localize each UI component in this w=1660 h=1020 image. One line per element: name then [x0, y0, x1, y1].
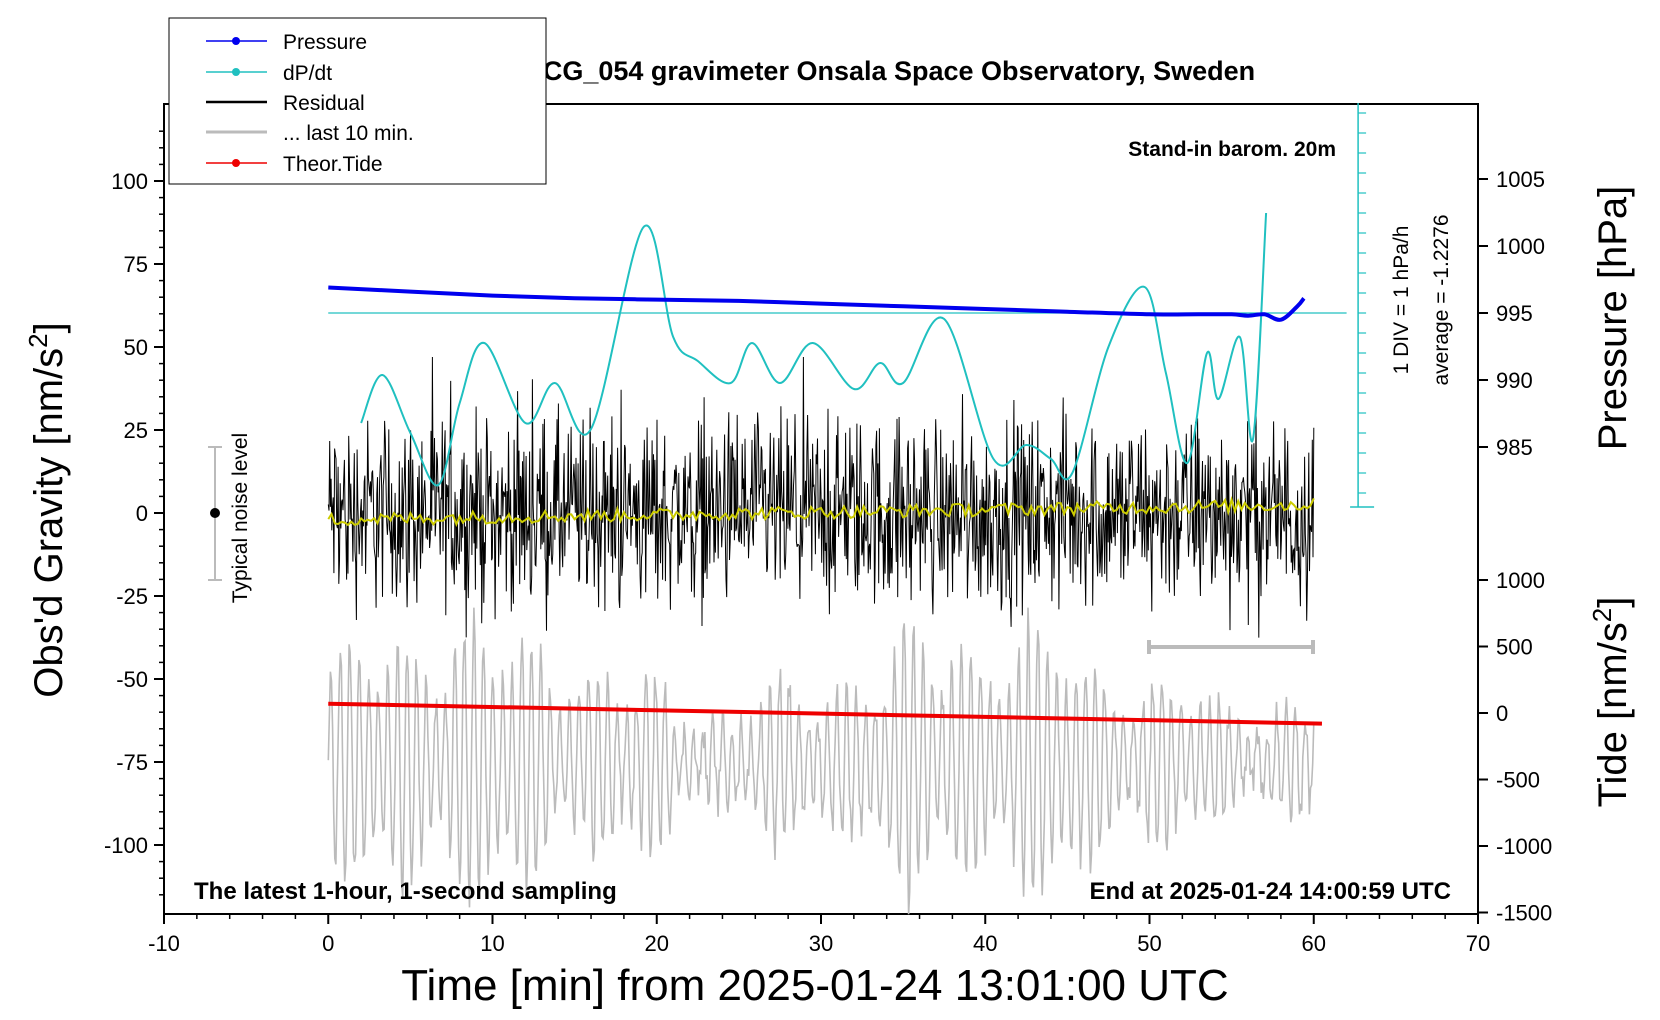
y-left-tick-label: -25 — [116, 584, 148, 609]
residual-layer — [327, 356, 1315, 638]
last-10-min-layer — [327, 607, 1315, 915]
chart-title: SCG_054 gravimeter Onsala Space Observat… — [525, 56, 1255, 86]
y-left-tick-label: 100 — [111, 169, 148, 194]
tide-tick-label: 1000 — [1496, 568, 1545, 593]
pressure-tick-label: 990 — [1496, 368, 1533, 393]
pressure-tick-label: 985 — [1496, 435, 1533, 460]
svg-text:... last 10 min.: ... last 10 min. — [283, 122, 414, 145]
tide-tick-label: -1000 — [1496, 834, 1552, 859]
axis-layer: -10 0 10 20 30 40 50 60 701007550250-25-50-75-10… — [104, 130, 1552, 956]
latest-note: The latest 1-hour, 1-second sampling — [194, 878, 617, 905]
x-tick-label: 10 — [480, 931, 504, 956]
legend-entry-pressure: Pressure — [206, 31, 367, 54]
svg-text:Theor.Tide: Theor.Tide — [283, 153, 383, 176]
dpdt-scale-bar — [1350, 103, 1375, 508]
noise-level-note: Typical noise level — [229, 433, 252, 603]
y-left-tick-label: -50 — [116, 667, 148, 692]
x-tick-label: 70 — [1466, 931, 1490, 956]
series-layer — [327, 212, 1347, 726]
y-left-axis-label: Obs'd Gravity [nm/s2] — [23, 322, 71, 698]
legend-entry-dpdt: dP/dt — [206, 62, 332, 85]
tide-tick-label: 0 — [1496, 701, 1508, 726]
svg-text:Pressure: Pressure — [283, 31, 367, 54]
pressure-line — [328, 285, 1306, 322]
svg-text:dP/dt: dP/dt — [283, 62, 332, 85]
dpdt-line — [360, 212, 1268, 487]
svg-text:Residual: Residual — [283, 92, 365, 115]
tide-tick-label: 500 — [1496, 635, 1533, 660]
tide-tick-label: -1500 — [1496, 901, 1552, 926]
x-tick-label: -10 — [148, 931, 180, 956]
pressure-tick-label: 995 — [1496, 301, 1533, 326]
y-left-tick-label: 75 — [124, 252, 148, 277]
x-tick-label: 20 — [645, 931, 669, 956]
y-left-tick-label: -100 — [104, 833, 148, 858]
pressure-tick-label: 1000 — [1496, 234, 1545, 259]
x-tick-label: 0 — [322, 931, 334, 956]
legend-entry-theor-tide: Theor.Tide — [206, 153, 383, 176]
x-axis-label: Time [min] from 2025-01-24 13:01:00 UTC — [401, 961, 1228, 1010]
y-left-tick-label: -75 — [116, 750, 148, 775]
div-scale-note: 1 DIV = 1 hPa/h — [1390, 226, 1413, 375]
legend-marker — [232, 68, 240, 76]
residual-line — [327, 356, 1315, 638]
last-10-min-bracket — [1147, 640, 1315, 654]
average-note: average = -1.2276 — [1430, 214, 1453, 385]
tide-tick-label: -500 — [1496, 768, 1540, 793]
barometer-note: Stand-in barom. 20m — [1128, 138, 1336, 161]
pressure-axis-label: Pressure [hPa] — [1591, 186, 1635, 451]
legend-marker — [232, 37, 240, 45]
x-tick-label: 30 — [809, 931, 833, 956]
x-tick-label: 60 — [1302, 931, 1326, 956]
theor-tide-line — [328, 701, 1323, 726]
smoothed-residual-line — [327, 495, 1315, 528]
last-10-min-line — [327, 607, 1315, 915]
legend-entry-residual: Residual — [206, 92, 365, 115]
pressure-tick-label: 1005 — [1496, 167, 1545, 192]
x-tick-label: 50 — [1137, 931, 1161, 956]
y-left-tick-label: 25 — [124, 418, 148, 443]
y-left-tick-label: 50 — [124, 335, 148, 360]
y-left-tick-label: 0 — [136, 501, 148, 526]
noise-level-bar — [208, 446, 222, 581]
legend: Pressure dP/dt Residual ... last 10 min.… — [168, 17, 547, 185]
end-note: End at 2025-01-24 14:00:59 UTC — [1090, 878, 1452, 905]
tide-axis-label: Tide [nm/s2] — [1587, 597, 1635, 808]
x-tick-label: 40 — [973, 931, 997, 956]
legend-marker — [232, 159, 240, 167]
legend-entry-last-10-min: ... last 10 min. — [206, 122, 414, 145]
